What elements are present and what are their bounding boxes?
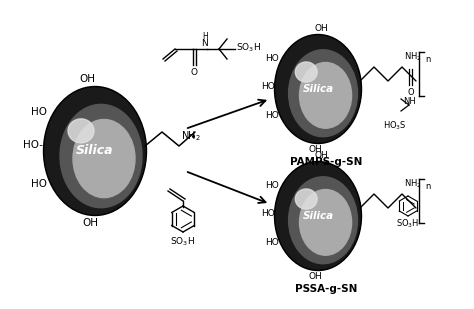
Text: HO: HO <box>261 82 275 91</box>
Text: n: n <box>425 55 430 64</box>
Text: HO: HO <box>265 238 279 247</box>
Ellipse shape <box>295 189 317 209</box>
Ellipse shape <box>276 163 360 269</box>
Text: NH: NH <box>404 97 416 106</box>
Text: SO$_3$H: SO$_3$H <box>171 235 195 248</box>
Text: HO: HO <box>261 209 275 218</box>
Ellipse shape <box>300 189 352 255</box>
Ellipse shape <box>289 177 357 264</box>
Text: NH$_2$: NH$_2$ <box>181 129 201 143</box>
Text: OH: OH <box>79 74 95 84</box>
Text: HO: HO <box>31 107 47 117</box>
Text: NH$_2$: NH$_2$ <box>404 50 421 63</box>
Text: OH: OH <box>308 272 322 281</box>
Ellipse shape <box>45 88 145 214</box>
Ellipse shape <box>274 162 362 270</box>
Text: Silica: Silica <box>302 211 334 221</box>
Text: PSSA-g-SN: PSSA-g-SN <box>295 284 357 294</box>
Text: NH$_2$: NH$_2$ <box>404 177 421 190</box>
Ellipse shape <box>60 104 142 208</box>
Text: SO$_3$H: SO$_3$H <box>236 42 261 54</box>
Ellipse shape <box>44 87 146 215</box>
Text: H: H <box>202 32 208 41</box>
Text: HO$_3$S: HO$_3$S <box>383 119 407 132</box>
Text: n: n <box>425 182 430 191</box>
Text: HO-: HO- <box>23 140 43 150</box>
Text: HO: HO <box>265 111 279 120</box>
Ellipse shape <box>295 62 317 82</box>
Ellipse shape <box>300 62 352 128</box>
Text: O: O <box>407 88 414 97</box>
Text: OH: OH <box>314 151 328 160</box>
Text: Silica: Silica <box>302 84 334 94</box>
Text: N: N <box>201 39 209 48</box>
Ellipse shape <box>289 50 357 137</box>
Ellipse shape <box>73 120 135 198</box>
Text: OH: OH <box>82 218 98 228</box>
Text: OH: OH <box>314 24 328 33</box>
Text: HO: HO <box>31 179 47 189</box>
Text: O: O <box>191 68 198 77</box>
Text: HO: HO <box>265 181 279 190</box>
Ellipse shape <box>274 35 362 143</box>
Text: OH: OH <box>308 145 322 154</box>
Ellipse shape <box>276 36 360 142</box>
Text: HO: HO <box>265 54 279 63</box>
Text: Silica: Silica <box>76 145 114 158</box>
Text: SO$_3$H: SO$_3$H <box>396 218 420 231</box>
Ellipse shape <box>68 119 94 143</box>
Text: PAMPS-g-SN: PAMPS-g-SN <box>290 157 362 167</box>
